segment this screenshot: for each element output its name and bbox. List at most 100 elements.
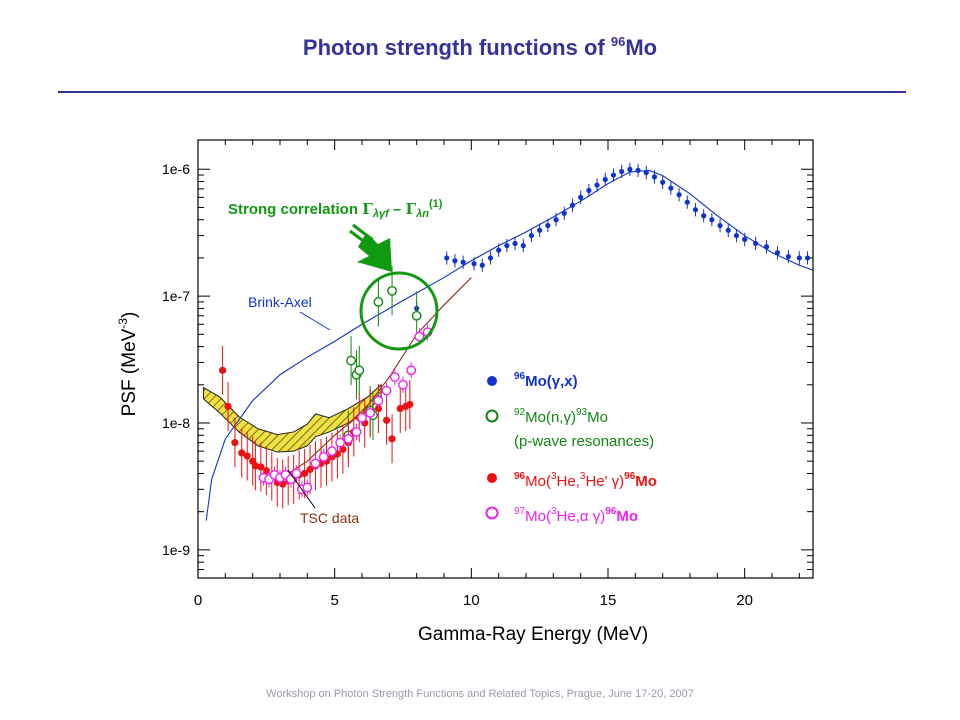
annotation-sup: (1) (429, 198, 443, 210)
data-point (804, 255, 811, 261)
data-point (310, 458, 321, 469)
legend-marker-green (485, 409, 499, 423)
legend-entry-3he-3he: 96Mo(3He,3He' γ)96Mo (487, 471, 657, 490)
legend-3-sup-a: 3 (551, 471, 557, 482)
legend-4-nuc: 97 (514, 506, 526, 517)
data-point (383, 416, 391, 424)
slide-title: Photon strength functions of 96Mo (0, 34, 960, 61)
annotation-sub-1: λγf (372, 208, 390, 220)
data-point (381, 385, 392, 396)
data-point (343, 433, 354, 444)
data-point (753, 240, 759, 247)
legend-3-he: He, (557, 473, 580, 490)
slide-title-element: Mo (625, 35, 658, 60)
data-point (291, 468, 302, 479)
data-point (306, 465, 314, 474)
data-point (339, 445, 347, 453)
legend-3-he2: He' γ) (585, 473, 624, 490)
slide-title-text: Photon strength functions of (302, 35, 611, 60)
y-tick-labels: 1e-9 1e-8 1e-7 1e-6 (162, 161, 190, 558)
data-point (219, 366, 227, 374)
curve-brink-axel (205, 169, 813, 521)
legend-4-sup-a: 3 (551, 506, 557, 517)
brink-axel-pointer (299, 311, 331, 331)
data-point (709, 217, 715, 223)
data-point (586, 187, 592, 194)
data-point (504, 243, 510, 249)
data-point (643, 170, 649, 176)
legend-3-text: Mo( (525, 473, 551, 490)
data-point (725, 227, 731, 233)
data-point (487, 255, 494, 261)
data-point (346, 355, 356, 366)
svg-text:96Mo(γ,x): 96Mo(γ,x) (514, 371, 578, 390)
data-point (238, 449, 246, 457)
x-tick-label: 20 (736, 592, 753, 609)
data-point (668, 185, 674, 191)
data-point (545, 222, 551, 229)
data-point (578, 194, 584, 200)
highlight-circle (359, 271, 439, 351)
svg-text:PSF (MeV-3): PSF (MeV-3) (116, 312, 140, 417)
data-point (351, 427, 362, 437)
data-point (327, 446, 337, 457)
legend-3-nuc2: 96 (624, 471, 636, 482)
data-point (569, 202, 576, 208)
data-point (406, 365, 417, 376)
svg-text:92Mo(n,γ)93Mo: 92Mo(n,γ)93Mo (514, 407, 608, 426)
data-point (763, 244, 770, 250)
data-point (365, 408, 376, 418)
svg-text:96Mo(3He,3He' γ)96Mo: 96Mo(3He,3He' γ)96Mo (514, 471, 657, 490)
data-point (742, 236, 748, 242)
data-point (398, 379, 408, 390)
data-point (243, 452, 251, 460)
data-point (301, 469, 309, 478)
annotation-sub-2: λn (415, 208, 429, 220)
legend-4-nuc2: 96 (605, 506, 617, 517)
y-tick-label: 1e-6 (162, 161, 190, 177)
legend-2-line2: (p-wave resonances) (514, 433, 654, 450)
legend-marker-red (487, 473, 497, 483)
legend-2-text: Mo(n,γ) (525, 409, 576, 426)
data-point (701, 213, 707, 219)
data-point (610, 172, 617, 178)
data-point (537, 227, 543, 233)
y-axis-label: PSF (MeV-3) (116, 312, 140, 417)
data-point (561, 210, 567, 216)
data-point (302, 482, 313, 493)
data-point (389, 372, 400, 382)
data-point (257, 463, 265, 471)
svg-text:97Mo(3He,α γ)96Mo: 97Mo(3He,α γ)96Mo (514, 506, 638, 525)
brink-axel-label: Brink-Axel (248, 294, 312, 310)
title-divider (58, 91, 906, 93)
legend-entry-gamma-x: 96Mo(γ,x) (487, 371, 578, 390)
curve-tsc-data (274, 277, 472, 483)
data-point (251, 462, 259, 470)
legend-marker-magenta (485, 506, 499, 520)
legend-1-text: Mo(γ,x) (525, 373, 578, 390)
data-points (219, 162, 811, 509)
data-point (651, 174, 658, 180)
data-point (357, 412, 367, 423)
data-point (520, 243, 526, 249)
data-point (406, 400, 414, 409)
plot-frame (197, 139, 814, 579)
data-point (354, 365, 365, 376)
legend-2-nuc: 92 (514, 407, 526, 418)
data-point (553, 217, 559, 223)
slide-title-isotope: 96 (610, 34, 626, 49)
y-axis-label-tail: ) (119, 312, 140, 318)
annotation-gamma-2: Γ (405, 200, 416, 218)
data-point (660, 179, 666, 185)
legend-4-text2: Mo (616, 508, 638, 525)
data-point (785, 253, 792, 260)
data-point (676, 192, 682, 198)
y-tick-label: 1e-8 (162, 415, 190, 431)
y-tick-label: 1e-7 (162, 288, 190, 304)
data-point (373, 297, 384, 307)
data-point (411, 310, 422, 321)
x-tick-label: 15 (600, 592, 617, 609)
data-point (318, 452, 329, 462)
data-point (733, 232, 740, 239)
data-point (262, 467, 270, 475)
